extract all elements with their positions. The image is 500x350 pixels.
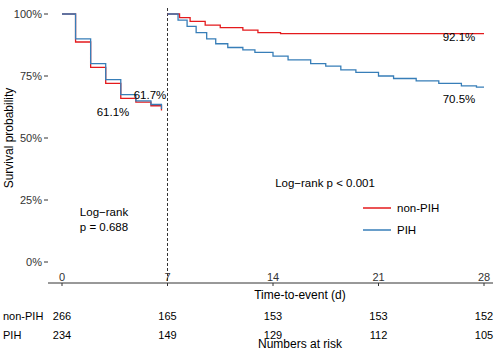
x-tick-label: 7 [164, 271, 170, 283]
y-tick-label: 50% [20, 132, 42, 144]
legend-label: non-PIH [397, 202, 439, 214]
annotation: 61.1% [97, 106, 130, 118]
y-axis-title: Survival probability [2, 88, 16, 189]
y-tick [44, 14, 48, 15]
x-tick [167, 283, 168, 286]
annotation: 70.5% [443, 93, 476, 105]
annotation: Log−rank [80, 206, 129, 218]
risk-value: 105 [475, 329, 493, 341]
risk-value: 152 [475, 310, 493, 322]
y-tick [44, 200, 48, 201]
y-tick-label: 25% [20, 194, 42, 206]
risk-value: 149 [158, 329, 176, 341]
series-group [62, 14, 484, 110]
y-tick [44, 76, 48, 77]
survival-line [62, 14, 484, 109]
risk-value: 266 [53, 310, 71, 322]
x-axis-title: Time-to-event (d) [254, 288, 346, 302]
x-tick [378, 283, 379, 286]
legend-label: PIH [397, 224, 416, 236]
y-tick-label: 0% [26, 256, 42, 268]
x-tick-label: 14 [267, 271, 279, 283]
y-tick [44, 138, 48, 139]
risk-row-label: PIH [3, 329, 21, 341]
landmark-line [167, 8, 168, 283]
x-tick [62, 283, 63, 286]
chart: 0% 25% 50% 75% 100% Survival probability 0 7 14 2… [0, 0, 500, 350]
x-tick-label: 0 [59, 271, 65, 283]
x-tick-label: 28 [478, 271, 490, 283]
annotation: 61.7% [134, 89, 167, 101]
annotation: Log−rank p < 0.001 [275, 177, 375, 189]
annotation: 92.1% [443, 31, 476, 43]
x-tick-label: 21 [372, 271, 384, 283]
legend-swatch [363, 229, 391, 231]
risk-value: 234 [53, 329, 71, 341]
y-tick-label: 100% [14, 8, 42, 20]
risk-value: 153 [369, 310, 387, 322]
risk-value: 112 [370, 329, 388, 341]
x-tick [484, 283, 485, 286]
risk-table-title: Numbers at risk [258, 337, 343, 350]
annotation: p = 0.688 [80, 221, 128, 233]
survival-line [62, 14, 484, 110]
risk-value: 165 [158, 310, 176, 322]
risk-value: 153 [264, 310, 282, 322]
legend-swatch [363, 207, 391, 209]
y-tick-label: 75% [20, 70, 42, 82]
risk-row-label: non-PIH [3, 310, 43, 322]
y-tick [44, 262, 48, 263]
x-tick [273, 283, 274, 286]
